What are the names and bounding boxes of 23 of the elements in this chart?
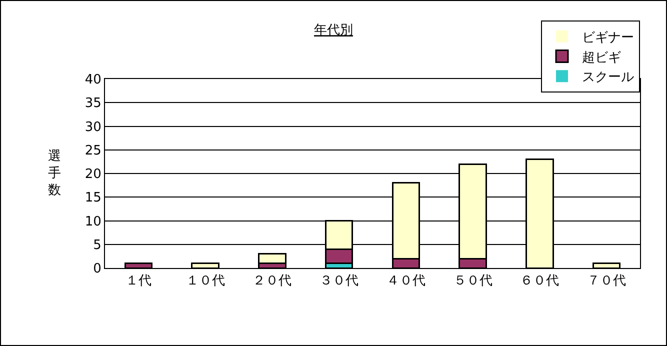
x-tick-label: ７０代 <box>587 274 626 289</box>
y-tick-label: 0 <box>93 262 102 277</box>
legend-label: スクール <box>582 70 634 86</box>
y-tick-label: 15 <box>84 190 102 206</box>
x-tick-label: ４０代 <box>386 274 426 289</box>
x-tick-label: ３０代 <box>320 274 359 289</box>
x-tick-label: ２０代 <box>252 274 292 289</box>
y-tick-label: 30 <box>84 120 102 135</box>
bar <box>258 253 286 264</box>
y-tick-label: 20 <box>84 167 102 182</box>
x-tick-label: １代 <box>125 274 152 289</box>
y-axis-title: 選手数 <box>48 149 61 198</box>
y-tick-label: 5 <box>93 238 102 253</box>
x-tick-label: ６０代 <box>520 274 560 289</box>
x-tick-label: １０代 <box>186 274 225 289</box>
y-tick-label: 25 <box>84 143 102 158</box>
y-tick-label: 40 <box>84 72 102 88</box>
legend-label: 超ビギ <box>582 50 621 66</box>
legend-label: ビギナー <box>582 30 634 46</box>
x-tick-label: ５０代 <box>453 274 492 289</box>
chart-title: 年代別 <box>314 23 353 38</box>
y-tick-label: 10 <box>84 214 102 230</box>
y-tick-label: 35 <box>84 96 102 112</box>
